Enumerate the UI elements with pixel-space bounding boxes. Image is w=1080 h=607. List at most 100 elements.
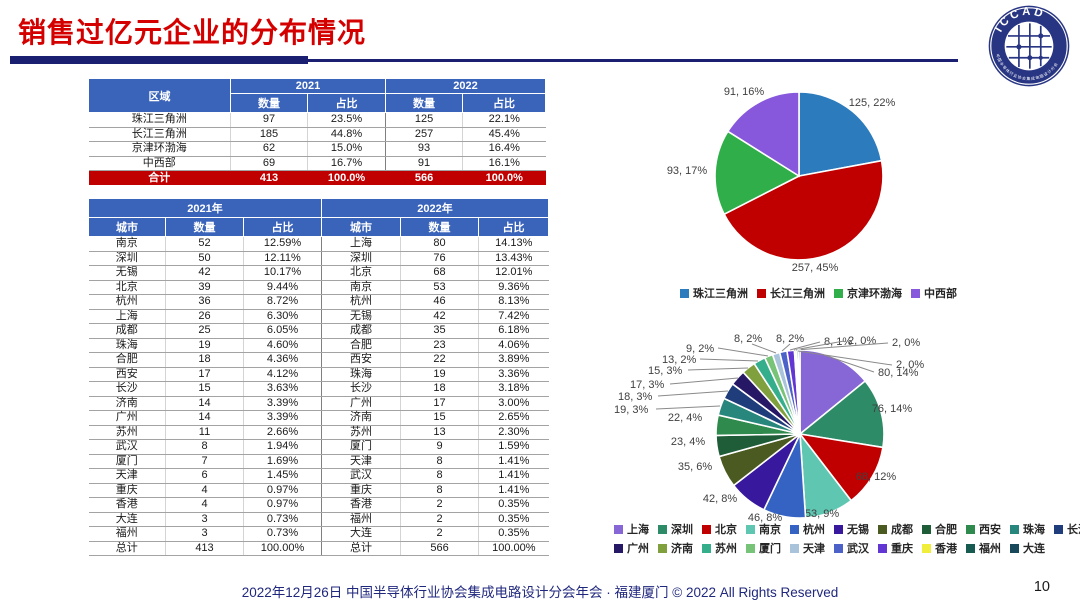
table-cell: 0.97%: [243, 483, 323, 498]
table-cell: 0.35%: [478, 497, 549, 513]
pie-data-label: 17, 3%: [630, 379, 664, 391]
count-col-header: 数量: [400, 217, 480, 237]
label-leader-line: [717, 347, 769, 357]
table-cell: 3.39%: [243, 410, 323, 426]
legend-label: 珠海: [1023, 524, 1045, 536]
legend-swatch: [922, 524, 931, 534]
table-cell: 566: [385, 170, 464, 185]
table-cell: 9.44%: [243, 280, 323, 295]
table-cell: 25: [165, 323, 244, 339]
table-cell: 苏州: [321, 425, 402, 440]
pie-data-label: 15, 3%: [648, 365, 682, 377]
label-leader-line: [789, 341, 821, 351]
table-cell: 6: [165, 468, 244, 484]
table-cell: 1.69%: [243, 454, 323, 469]
legend-swatch: [1010, 543, 1019, 553]
table-cell: 14: [165, 410, 244, 426]
table-cell: 济南: [321, 410, 402, 426]
table-row: 大连 3 0.73% 福州 2 0.35%: [88, 512, 549, 527]
table-cell: 2.30%: [478, 425, 549, 440]
legend-item: 长沙: [1054, 521, 1080, 537]
table-cell: 济南: [88, 396, 166, 411]
table-cell: 18: [165, 352, 244, 368]
table-cell: 成都: [321, 323, 402, 339]
table-cell: 100.00%: [243, 541, 323, 556]
label-leader-line: [795, 342, 889, 351]
table-cell: 香港: [88, 497, 166, 513]
table-cell: 珠江三角洲: [88, 112, 231, 128]
table-cell: 1.59%: [478, 439, 549, 455]
legend-item: 成都: [878, 521, 913, 537]
table-row: 香港 4 0.97% 香港 2 0.35%: [88, 497, 549, 513]
table-cell: 2: [400, 526, 480, 542]
legend-label: 上海: [627, 524, 649, 536]
table-row: 珠江三角洲 97 23.5% 125 22.1%: [88, 112, 546, 128]
legend-label: 福州: [979, 543, 1001, 555]
table-cell: 长沙: [88, 381, 166, 397]
table-cell: 4.60%: [243, 338, 323, 353]
table-cell: 10.17%: [243, 265, 323, 281]
table-cell: 0.73%: [243, 526, 323, 542]
table-cell: 0.35%: [478, 526, 549, 542]
pie-data-label: 19, 3%: [614, 404, 648, 416]
table-cell: 2.65%: [478, 410, 549, 426]
table-cell: 总计: [321, 541, 402, 556]
table-cell: 4.06%: [478, 338, 549, 353]
table-cell: 1.41%: [478, 454, 549, 469]
city-table-header: 2021年 2022年 城市 数量 占比 城市 数量 占比: [87, 198, 550, 237]
table-cell: 3.63%: [243, 381, 323, 397]
legend-item: 珠江三角洲: [680, 285, 748, 301]
legend-item: 南京: [746, 521, 781, 537]
table-cell: 杭州: [321, 294, 402, 310]
table-cell: 12.11%: [243, 251, 323, 266]
table-cell: 深圳: [88, 251, 166, 266]
legend-swatch: [1054, 524, 1063, 534]
title-underline-thin: [308, 59, 958, 62]
table-cell: 重庆: [88, 483, 166, 498]
table-row: 总计 413 100.00% 总计 566 100.00%: [88, 541, 549, 556]
legend-item: 重庆: [878, 540, 913, 556]
pie-slice: [714, 130, 801, 216]
pie-data-label: 76, 14%: [872, 403, 913, 415]
legend-label: 成都: [891, 524, 913, 536]
table-cell: 3: [165, 512, 244, 527]
table-row: 西安 17 4.12% 珠海 19 3.36%: [88, 367, 549, 382]
pie-data-label: 2, 0%: [892, 337, 920, 349]
table-cell: 8.13%: [478, 294, 549, 310]
table-cell: 2: [400, 512, 480, 527]
table-cell: 4.36%: [243, 352, 323, 368]
table-cell: 0.97%: [243, 497, 323, 513]
table-cell: 19: [400, 367, 480, 382]
legend-item: 大连: [1010, 540, 1045, 556]
table-cell: 1.41%: [478, 483, 549, 498]
legend-swatch: [680, 288, 689, 298]
legend-label: 杭州: [803, 524, 825, 536]
table-cell: 南京: [321, 280, 402, 295]
table-cell: 珠海: [321, 367, 402, 382]
table-cell: 16.4%: [462, 141, 546, 157]
legend-item: 厦门: [746, 540, 781, 556]
legend-item: 天津: [790, 540, 825, 556]
pie-data-label: 42, 8%: [703, 493, 737, 505]
table-cell: 19: [165, 338, 244, 353]
label-leader-line: [655, 405, 721, 410]
legend-row: 上海 深圳 北京 南京 杭州 无锡 成都 合肥 西安 珠海 长沙: [614, 521, 1080, 537]
legend-item: 合肥: [922, 521, 957, 537]
legend-swatch: [966, 524, 975, 534]
region-table-header: 区域 2021 2022 数量 占比 数量 占比: [88, 78, 547, 113]
share-col-header: 占比: [478, 217, 550, 237]
table-cell: 1.94%: [243, 439, 323, 455]
label-leader-line: [669, 377, 739, 385]
pie-data-label: 35, 6%: [678, 461, 712, 473]
legend-label: 西安: [979, 524, 1001, 536]
city-table-body: 南京 52 12.59% 上海 80 14.13% 深圳 50 12.11% 深圳 76 13.43%…: [88, 236, 549, 556]
legend-label: 京津环渤海: [847, 288, 902, 300]
table-row: 成都 25 6.05% 成都 35 6.18%: [88, 323, 549, 339]
table-cell: 苏州: [88, 425, 166, 440]
pie-data-label: 91, 16%: [724, 86, 765, 98]
pie-data-label: 8, 2%: [734, 333, 762, 345]
table-cell: 福州: [88, 526, 166, 542]
table-row: 长江三角洲 185 44.8% 257 45.4%: [88, 127, 546, 142]
table-cell: 大连: [321, 526, 402, 542]
table-cell: 上海: [88, 309, 166, 324]
